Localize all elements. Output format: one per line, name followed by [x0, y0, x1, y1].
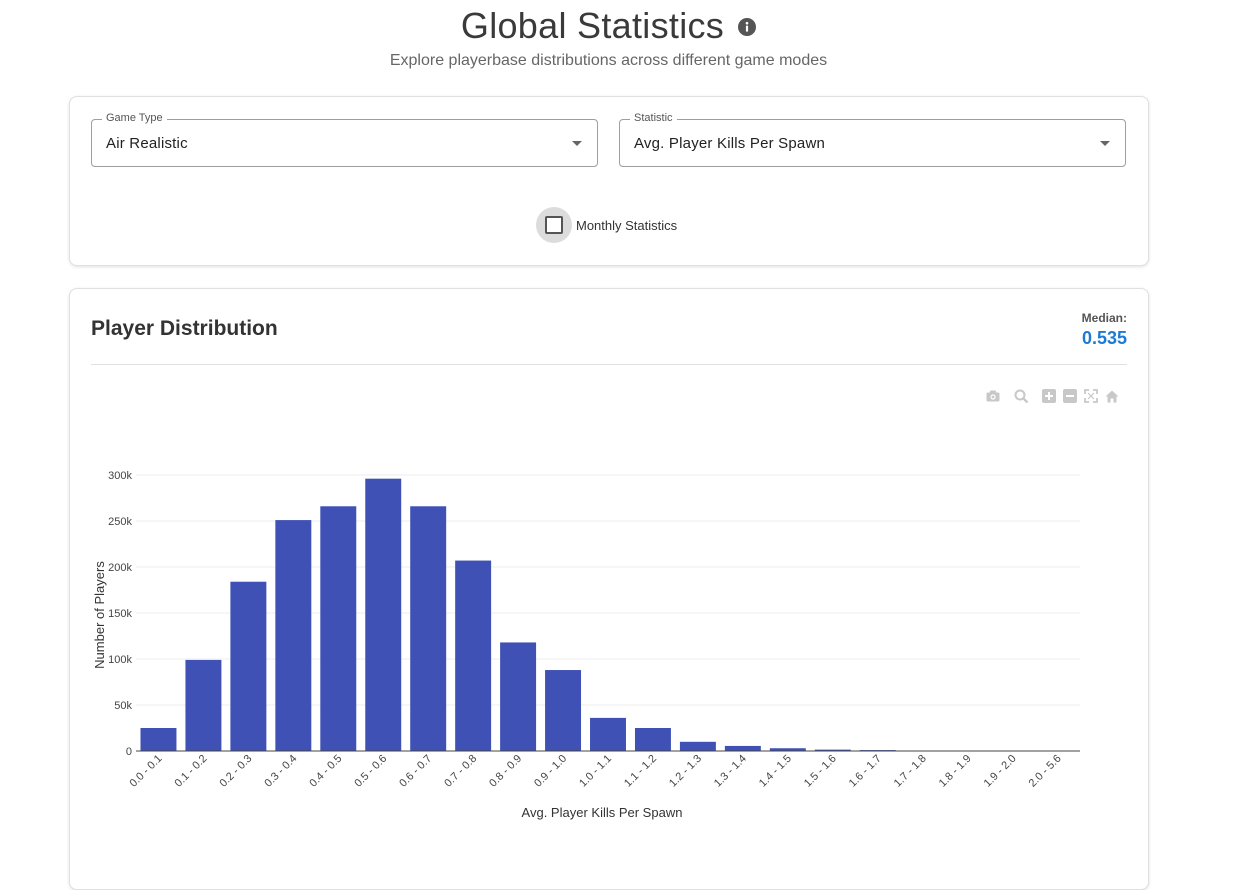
y-tick-label: 150k	[108, 608, 132, 620]
page-subtitle: Explore playerbase distributions across …	[0, 52, 1217, 70]
x-tick-label: 1.1 - 1.2	[622, 753, 659, 790]
y-tick-label: 100k	[108, 654, 132, 666]
info-icon[interactable]	[738, 18, 756, 36]
statistic-select[interactable]: Statistic Avg. Player Kills Per Spawn	[619, 119, 1126, 167]
x-tick-label: 0.5 - 0.6	[352, 753, 389, 790]
x-tick-label: 0.9 - 1.0	[532, 753, 569, 790]
statistic-label: Statistic	[630, 112, 677, 124]
bar[interactable]	[635, 728, 671, 751]
x-tick-label: 0.4 - 0.5	[307, 753, 344, 790]
bar[interactable]	[725, 746, 761, 751]
page-title: Global Statistics	[461, 4, 724, 48]
bar[interactable]	[500, 642, 536, 751]
x-tick-label: 0.7 - 0.8	[442, 753, 479, 790]
chevron-down-icon	[1100, 141, 1110, 146]
x-tick-label: 1.3 - 1.4	[712, 753, 749, 790]
filters-card: Game Type Air Realistic Statistic Avg. P…	[69, 96, 1149, 266]
monthly-label: Monthly Statistics	[576, 218, 677, 233]
x-tick-label: 1.2 - 1.3	[667, 753, 704, 790]
x-tick-label: 0.2 - 0.3	[217, 753, 254, 790]
bar[interactable]	[455, 561, 491, 751]
bar[interactable]	[365, 479, 401, 751]
bar[interactable]	[140, 728, 176, 751]
x-axis-title: Avg. Player Kills Per Spawn	[522, 805, 683, 820]
game-type-select[interactable]: Game Type Air Realistic	[91, 119, 598, 167]
y-tick-label: 200k	[108, 562, 132, 574]
x-tick-label: 1.5 - 1.6	[802, 753, 839, 790]
bar[interactable]	[230, 582, 266, 751]
x-tick-label: 1.9 - 2.0	[982, 753, 1019, 790]
bar[interactable]	[680, 742, 716, 751]
x-tick-label: 1.0 - 1.1	[577, 753, 614, 790]
monthly-checkbox[interactable]	[536, 207, 572, 243]
x-tick-label: 0.6 - 0.7	[397, 753, 434, 790]
y-tick-label: 300k	[108, 470, 132, 482]
bar[interactable]	[590, 718, 626, 751]
y-axis-title: Number of Players	[92, 561, 107, 669]
x-tick-label: 0.3 - 0.4	[262, 753, 299, 790]
chevron-down-icon	[572, 141, 582, 146]
y-tick-label: 50k	[114, 700, 132, 712]
x-tick-label: 0.1 - 0.2	[173, 753, 210, 790]
checkbox-icon	[545, 216, 563, 234]
bar[interactable]	[545, 670, 581, 751]
x-tick-label: 1.6 - 1.7	[847, 753, 884, 790]
x-tick-label: 2.0 - 5.6	[1027, 753, 1064, 790]
bar[interactable]	[320, 506, 356, 751]
bar[interactable]	[275, 520, 311, 751]
x-tick-label: 1.8 - 1.9	[937, 753, 974, 790]
x-tick-label: 0.8 - 0.9	[487, 753, 524, 790]
x-tick-label: 1.4 - 1.5	[757, 753, 794, 790]
bar[interactable]	[185, 660, 221, 751]
monthly-statistics-toggle[interactable]: Monthly Statistics	[536, 207, 677, 243]
statistic-value: Avg. Player Kills Per Spawn	[634, 135, 825, 152]
bar[interactable]	[410, 506, 446, 751]
game-type-value: Air Realistic	[106, 135, 188, 152]
game-type-label: Game Type	[102, 112, 167, 124]
x-tick-label: 1.7 - 1.8	[892, 753, 929, 790]
y-tick-label: 250k	[108, 516, 132, 528]
x-tick-label: 0.0 - 0.1	[128, 753, 165, 790]
page-header: Global Statistics Explore playerbase dis…	[0, 0, 1217, 70]
y-tick-label: 0	[126, 746, 132, 758]
